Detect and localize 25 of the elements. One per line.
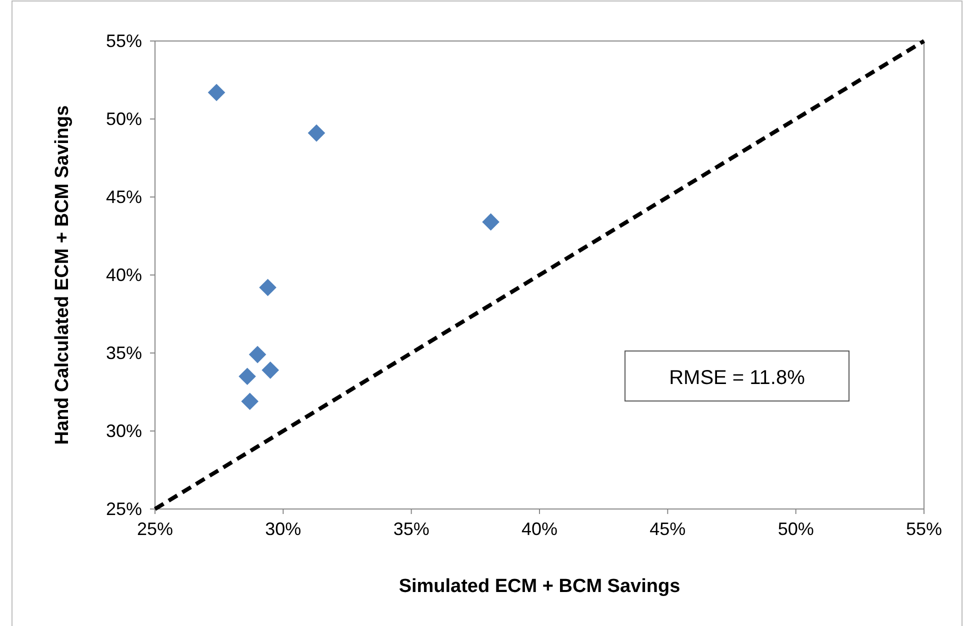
point <box>482 213 500 231</box>
y-tick-label: 40% <box>106 264 142 285</box>
x-tick-label: 35% <box>393 518 430 539</box>
point <box>238 368 256 386</box>
x-tick-label: 50% <box>778 518 814 539</box>
y-tick-label: 30% <box>106 420 142 441</box>
point <box>208 84 226 102</box>
point <box>262 362 280 379</box>
point <box>248 346 266 364</box>
x-tick-label: 45% <box>650 518 686 539</box>
x-tick-label: 25% <box>136 518 174 539</box>
x-tick-label: 30% <box>265 518 302 539</box>
y-tick-label: 35% <box>106 342 142 363</box>
y-tick-label: 50% <box>106 108 142 129</box>
y-tick-label: 45% <box>106 186 142 207</box>
x-axis-title: Simulated ECM + BCM Savings <box>398 576 680 597</box>
point <box>241 392 259 410</box>
point <box>308 124 326 142</box>
y-tick-label: 25% <box>106 498 142 519</box>
x-tick-label: 40% <box>521 518 558 539</box>
y-tick-label: 55% <box>106 30 142 51</box>
y-axis-title: Hand Calculated ECM + BCM Savings <box>52 105 73 445</box>
x-tick-label: 55% <box>906 518 942 539</box>
point <box>259 278 276 296</box>
annotation: RMSE = 11.8% <box>669 367 806 389</box>
